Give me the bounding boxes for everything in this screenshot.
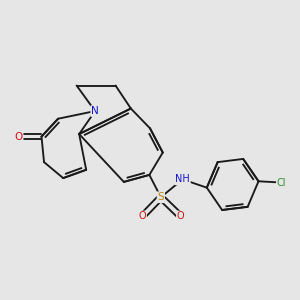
Text: O: O (139, 212, 146, 221)
Text: N: N (91, 106, 99, 116)
Text: O: O (177, 212, 184, 221)
Text: O: O (14, 132, 22, 142)
Text: NH: NH (175, 174, 190, 184)
Text: Cl: Cl (277, 178, 286, 188)
Text: S: S (158, 192, 164, 202)
